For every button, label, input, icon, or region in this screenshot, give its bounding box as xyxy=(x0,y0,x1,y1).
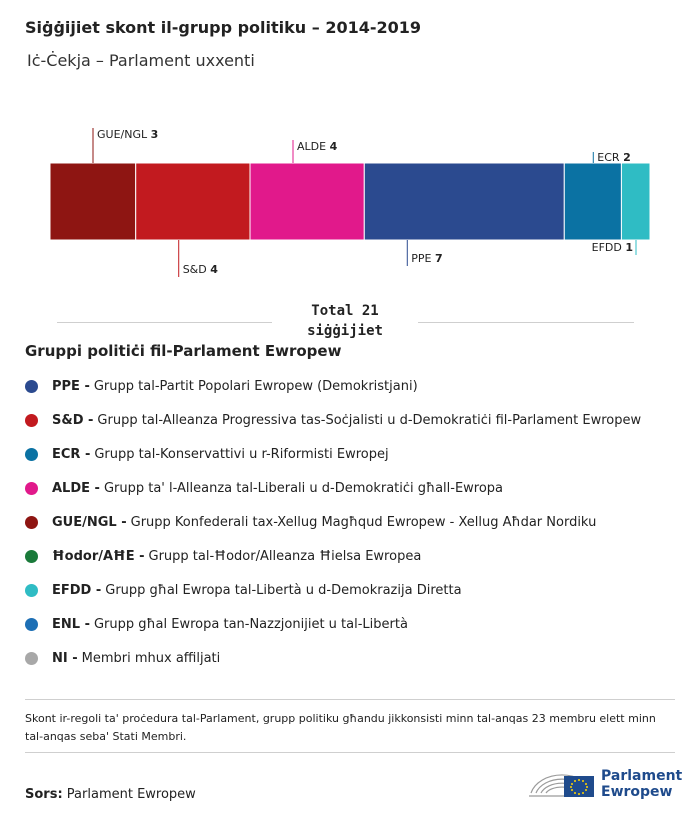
legend-dot xyxy=(25,583,38,597)
legend-dot xyxy=(25,379,38,393)
legend-abbr: S&D - xyxy=(52,412,94,428)
bar-label-ppe: PPE 7 xyxy=(411,252,442,265)
divider-top xyxy=(25,699,675,700)
legend-abbr: ENL - xyxy=(52,616,90,632)
bar-label-gue-ngl: GUE/NGL 3 xyxy=(97,128,158,141)
bar-segment-efdd xyxy=(620,162,651,241)
total-divider-right xyxy=(418,322,634,323)
logo-text: Parlament Ewropew xyxy=(601,768,682,800)
legend-item: EFDD - Grupp għal Ewropa tal-Libertà u d-… xyxy=(25,573,685,607)
legend-item: PPE - Grupp tal-Partit Popolari Ewropew (… xyxy=(25,369,685,403)
source-label: Sors: xyxy=(25,787,63,802)
source-text: Parlament Ewropew xyxy=(66,787,196,802)
chart-title: Siġġijiet skont il-grupp politiku – 2014… xyxy=(25,18,422,37)
legend-text: Grupp tal-Ħodor/Alleanza Ħielsa Ewropea xyxy=(148,548,422,564)
total-seats: Total 21 siġġijiet xyxy=(272,301,418,341)
legend-text: Grupp tal-Partit Popolari Ewropew (Demok… xyxy=(93,378,418,394)
stacked-bar-chart: GUE/NGL 3 S&D 4 ALDE 4 PPE 7 ECR 2 EFDD 1 xyxy=(49,128,651,277)
legend-dot xyxy=(25,651,38,665)
legend-abbr: EFDD - xyxy=(52,582,102,598)
legend-dot xyxy=(25,413,38,427)
legend-text: Grupp ta' l-Alleanza tal-Liberali u d-De… xyxy=(103,480,504,496)
legend-dot xyxy=(25,515,38,529)
legend-abbr: NI - xyxy=(52,650,78,666)
legend-item: ALDE - Grupp ta' l-Alleanza tal-Liberali … xyxy=(25,471,685,505)
legend-abbr: GUE/NGL - xyxy=(52,514,127,530)
total-line-1: Total 21 xyxy=(311,303,379,319)
european-parliament-logo xyxy=(529,774,594,797)
bar-label-ecr: ECR 2 xyxy=(597,151,630,164)
total-line-2: siġġijiet xyxy=(307,323,383,339)
legend-item: ECR - Grupp tal-Konservattivi u r-Riformi… xyxy=(25,437,685,471)
legend-dot xyxy=(25,481,38,495)
legend-text: Grupp Konfederali tax-Xellug Magħqud Ewr… xyxy=(130,514,597,530)
legend: PPE - Grupp tal-Partit Popolari Ewropew (… xyxy=(25,369,685,675)
legend-text: Membri mhux affiljati xyxy=(81,650,221,666)
legend-item: Ħodor/AĦE - Grupp tal-Ħodor/Alleanza Ħiel… xyxy=(25,539,685,573)
logo-line-1: Parlament xyxy=(601,768,683,784)
bar-label-alde: ALDE 4 xyxy=(297,140,338,153)
legend-dot xyxy=(25,447,38,461)
legend-title: Gruppi politiċi fil-Parlament Ewropew xyxy=(25,342,342,360)
bar-segment-ppe xyxy=(363,162,565,241)
legend-text: Grupp għal Ewropa tan-Nazzjonijiet u tal… xyxy=(93,616,408,632)
legend-dot xyxy=(25,617,38,631)
bar-segment-gue-ngl xyxy=(49,162,137,241)
total-divider-left xyxy=(57,322,272,323)
legend-abbr: ALDE - xyxy=(52,480,100,496)
legend-item: GUE/NGL - Grupp Konfederali tax-Xellug Ma… xyxy=(25,505,685,539)
legend-text: Grupp għal Ewropa tal-Libertà u d-Demokr… xyxy=(105,582,462,598)
bar-label-efdd: EFDD 1 xyxy=(592,241,633,254)
bar-segment-ecr xyxy=(563,162,622,241)
footnote: Skont ir-regoli ta' proċedura tal-Parlam… xyxy=(25,712,656,743)
legend-item: ENL - Grupp għal Ewropa tan-Nazzjonijiet … xyxy=(25,607,685,641)
legend-item: S&D - Grupp tal-Alleanza Progressiva tas-… xyxy=(25,403,685,437)
bar-segment-s-d xyxy=(135,162,251,241)
legend-text: Grupp tal-Konservattivi u r-Riformisti E… xyxy=(94,446,389,462)
legend-text: Grupp tal-Alleanza Progressiva tas-Soċja… xyxy=(97,412,642,428)
divider-bottom xyxy=(25,752,675,753)
bar-label-s-d: S&D 4 xyxy=(183,263,219,276)
legend-abbr: PPE - xyxy=(52,378,90,394)
legend-abbr: ECR - xyxy=(52,446,91,462)
chart-subtitle: Iċ-Ċekja – Parlament uxxenti xyxy=(27,51,255,70)
logo-line-2: Ewropew xyxy=(601,784,673,800)
bar-segment-alde xyxy=(249,162,365,241)
legend-item: NI - Membri mhux affiljati xyxy=(25,641,685,675)
legend-dot xyxy=(25,549,38,563)
legend-abbr: Ħodor/AĦE - xyxy=(52,548,145,564)
source: Sors: Parlament Ewropew xyxy=(25,787,196,802)
